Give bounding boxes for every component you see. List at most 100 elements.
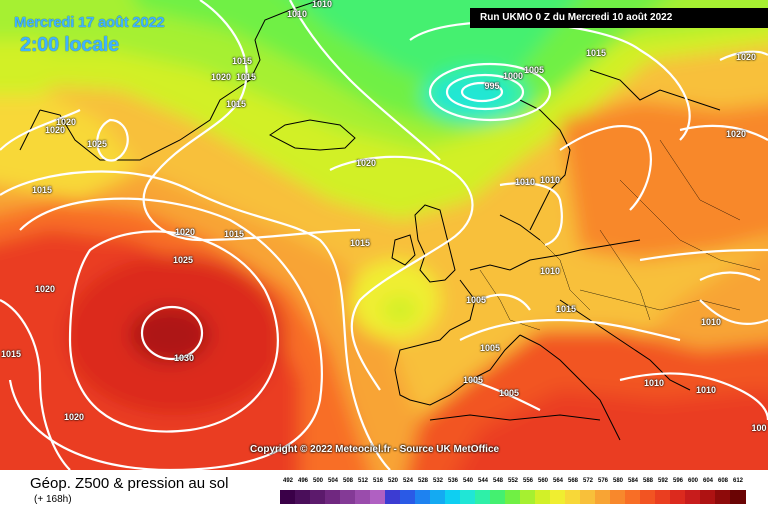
isobar-label: 1015 <box>31 185 53 195</box>
scale-swatch <box>460 490 476 504</box>
scale-label: 548 <box>492 478 503 484</box>
isobar-label: 1005 <box>523 65 545 75</box>
scale-label: 512 <box>357 478 368 484</box>
scale-swatch <box>565 490 581 504</box>
isobar-label: 1015 <box>585 48 607 58</box>
isobar-label: 1020 <box>355 158 377 168</box>
scale-swatch <box>580 490 596 504</box>
scale-label: 524 <box>402 478 413 484</box>
scale-swatch <box>550 490 566 504</box>
geopotential-field <box>0 0 768 470</box>
weather-map: Mercredi 17 août 2022 2:00 locale Run UK… <box>0 0 768 470</box>
scale-label: 564 <box>552 478 563 484</box>
isobar-label: 995 <box>484 81 500 91</box>
isobar-label: 1010 <box>700 317 722 327</box>
color-scale: 492 496 500 504 508 512 516 520 524 528 532 536 540 5… <box>280 478 748 508</box>
coastlines <box>19 0 721 441</box>
scale-label: 520 <box>387 478 398 484</box>
isobar-label: 1015 <box>231 56 253 66</box>
isobar-label: 1010 <box>311 0 333 9</box>
forecast-time: 2:00 locale <box>20 34 119 56</box>
isobar-label: 1020 <box>735 52 757 62</box>
scale-label: 604 <box>702 478 713 484</box>
isobar-label: 1020 <box>63 412 85 422</box>
isobar-label: 1020 <box>44 125 66 135</box>
scale-swatch <box>325 490 341 504</box>
scale-label: 600 <box>687 478 698 484</box>
isobar-label: 1010 <box>539 175 561 185</box>
legend: Géop. Z500 & pression au sol (+ 168h) 49… <box>0 470 768 512</box>
isobar-label: 1005 <box>462 375 484 385</box>
scale-swatch <box>400 490 416 504</box>
map-canvas <box>0 0 768 470</box>
scale-swatch <box>295 490 311 504</box>
scale-swatch <box>430 490 446 504</box>
legend-title: Géop. Z500 & pression au sol <box>30 475 229 492</box>
scale-swatch <box>415 490 431 504</box>
scale-label: 536 <box>447 478 458 484</box>
isobar-label: 1020 <box>210 72 232 82</box>
scale-swatch <box>370 490 386 504</box>
scale-swatch <box>520 490 536 504</box>
run-info: Run UKMO 0 Z du Mercredi 10 août 2022 <box>470 8 768 28</box>
scale-label: 532 <box>432 478 443 484</box>
scale-swatch <box>475 490 491 504</box>
scale-swatch <box>310 490 326 504</box>
scale-swatch <box>730 490 746 504</box>
scale-swatch <box>715 490 731 504</box>
isobar-label: 1015 <box>225 99 247 109</box>
scale-label: 612 <box>732 478 743 484</box>
scale-swatch <box>640 490 656 504</box>
scale-swatch <box>670 490 686 504</box>
copyright-text: Copyright © 2022 Meteociel.fr - Source U… <box>250 444 500 455</box>
isobar-label: 1025 <box>172 255 194 265</box>
scale-label: 572 <box>582 478 593 484</box>
scale-label: 528 <box>417 478 428 484</box>
scale-label: 596 <box>672 478 683 484</box>
forecast-date: Mercredi 17 août 2022 <box>14 14 165 31</box>
scale-label: 560 <box>537 478 548 484</box>
scale-label: 492 <box>282 478 293 484</box>
isobar-label: 1015 <box>0 349 22 359</box>
scale-swatch <box>340 490 356 504</box>
isobar-label: 1015 <box>235 72 257 82</box>
isobar-label: 1025 <box>86 139 108 149</box>
scale-label: 552 <box>507 478 518 484</box>
scale-label: 580 <box>612 478 623 484</box>
isobars <box>0 0 768 470</box>
scale-label: 556 <box>522 478 533 484</box>
isobar-label: 1005 <box>465 295 487 305</box>
isobar-label: 1010 <box>286 9 308 19</box>
scale-label: 516 <box>372 478 383 484</box>
borders <box>479 139 761 331</box>
scale-swatch <box>685 490 701 504</box>
scale-swatch <box>610 490 626 504</box>
scale-label: 544 <box>477 478 488 484</box>
isobar-label: 1020 <box>174 227 196 237</box>
scale-swatch <box>655 490 671 504</box>
scale-swatch <box>355 490 371 504</box>
isobar-label: 1000 <box>502 71 524 81</box>
isobar-label: 1015 <box>349 238 371 248</box>
isobar-label: 1010 <box>695 385 717 395</box>
scale-swatch <box>490 490 506 504</box>
scale-swatch <box>625 490 641 504</box>
scale-label: 576 <box>597 478 608 484</box>
legend-subtitle: (+ 168h) <box>34 494 72 505</box>
scale-label: 592 <box>657 478 668 484</box>
scale-swatch <box>700 490 716 504</box>
isobar-label: 1010 <box>643 378 665 388</box>
scale-label: 540 <box>462 478 473 484</box>
isobar-label: 1015 <box>555 304 577 314</box>
isobar-label: 1020 <box>725 129 747 139</box>
scale-swatch <box>595 490 611 504</box>
isobar-label: 1030 <box>173 353 195 363</box>
isobar-label: 1010 <box>539 266 561 276</box>
scale-label: 500 <box>312 478 323 484</box>
isobar-label: 100 <box>751 423 767 433</box>
scale-label: 504 <box>327 478 338 484</box>
scale-label: 568 <box>567 478 578 484</box>
scale-label: 584 <box>627 478 638 484</box>
scale-swatch <box>385 490 401 504</box>
scale-swatch <box>535 490 551 504</box>
